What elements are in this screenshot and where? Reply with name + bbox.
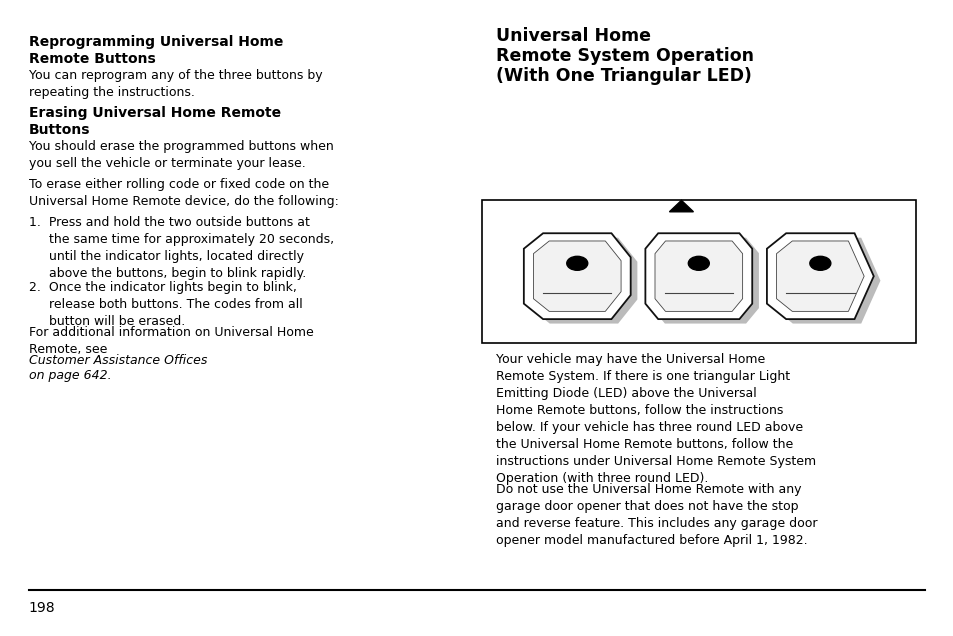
Text: Customer Assistance Offices: Customer Assistance Offices xyxy=(29,354,207,366)
Circle shape xyxy=(566,256,587,270)
Polygon shape xyxy=(530,238,637,324)
Polygon shape xyxy=(669,200,693,212)
Polygon shape xyxy=(533,241,620,312)
Text: You can reprogram any of the three buttons by
repeating the instructions.: You can reprogram any of the three butto… xyxy=(29,69,322,99)
Polygon shape xyxy=(766,233,873,319)
Polygon shape xyxy=(655,241,741,312)
Polygon shape xyxy=(523,233,630,319)
Polygon shape xyxy=(652,238,759,324)
Text: 2.  Once the indicator lights begin to blink,
     release both buttons. The cod: 2. Once the indicator lights begin to bl… xyxy=(29,281,302,328)
Text: Your vehicle may have the Universal Home
Remote System. If there is one triangul: Your vehicle may have the Universal Home… xyxy=(496,353,816,485)
Text: 1.  Press and hold the two outside buttons at
     the same time for approximate: 1. Press and hold the two outside button… xyxy=(29,216,334,280)
Text: Remote Buttons: Remote Buttons xyxy=(29,52,155,66)
Text: To erase either rolling code or fixed code on the
Universal Home Remote device, : To erase either rolling code or fixed co… xyxy=(29,178,338,208)
Text: You should erase the programmed buttons when
you sell the vehicle or terminate y: You should erase the programmed buttons … xyxy=(29,140,333,170)
Bar xyxy=(481,200,915,343)
Text: For additional information on Universal Home
Remote, see: For additional information on Universal … xyxy=(29,326,313,356)
Text: Remote System Operation: Remote System Operation xyxy=(496,47,753,65)
Circle shape xyxy=(687,256,709,270)
Text: Do not use the Universal Home Remote with any
garage door opener that does not h: Do not use the Universal Home Remote wit… xyxy=(496,483,817,548)
Text: Erasing Universal Home Remote: Erasing Universal Home Remote xyxy=(29,106,280,120)
Text: Universal Home: Universal Home xyxy=(496,27,650,45)
Polygon shape xyxy=(644,233,751,319)
Text: Reprogramming Universal Home: Reprogramming Universal Home xyxy=(29,35,283,49)
Text: Buttons: Buttons xyxy=(29,123,90,137)
Polygon shape xyxy=(776,241,863,312)
Text: (With One Triangular LED): (With One Triangular LED) xyxy=(496,67,751,85)
Polygon shape xyxy=(773,238,880,324)
Text: 198: 198 xyxy=(29,601,55,615)
Circle shape xyxy=(809,256,830,270)
Text: on page 642.: on page 642. xyxy=(29,369,112,382)
